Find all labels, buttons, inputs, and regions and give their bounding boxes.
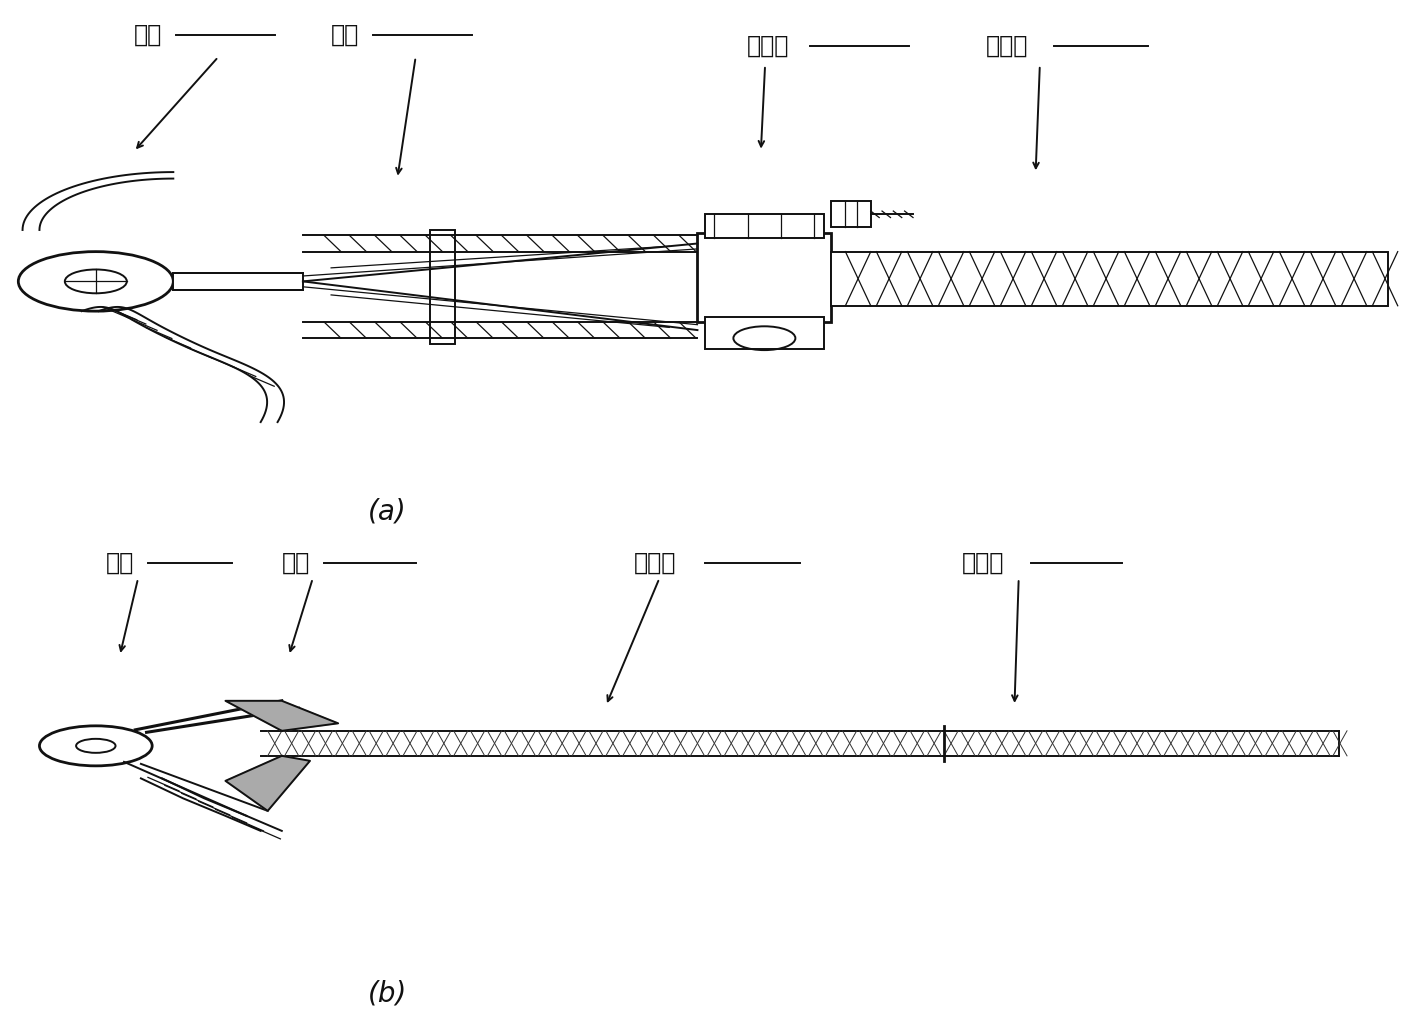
Text: 连杆: 连杆 — [106, 551, 134, 575]
Bar — [430, 230, 455, 344]
Text: 预绞丝: 预绞丝 — [634, 551, 676, 575]
Text: 连杆: 连杆 — [134, 23, 162, 47]
Polygon shape — [225, 700, 338, 731]
Text: 被测缆: 被测缆 — [962, 551, 1005, 575]
Bar — [704, 213, 824, 238]
Text: 拉环: 拉环 — [331, 23, 359, 47]
Text: (a): (a) — [368, 497, 407, 526]
Bar — [831, 201, 871, 228]
Bar — [173, 274, 303, 290]
Bar — [831, 251, 1388, 305]
Text: 拉环: 拉环 — [282, 551, 310, 575]
Polygon shape — [225, 756, 310, 811]
Text: 被测缆: 被测缆 — [986, 34, 1029, 58]
Bar — [704, 317, 824, 349]
Text: 斜楔夹: 斜楔夹 — [747, 34, 789, 58]
Text: (b): (b) — [368, 979, 407, 1008]
Bar — [697, 233, 831, 322]
